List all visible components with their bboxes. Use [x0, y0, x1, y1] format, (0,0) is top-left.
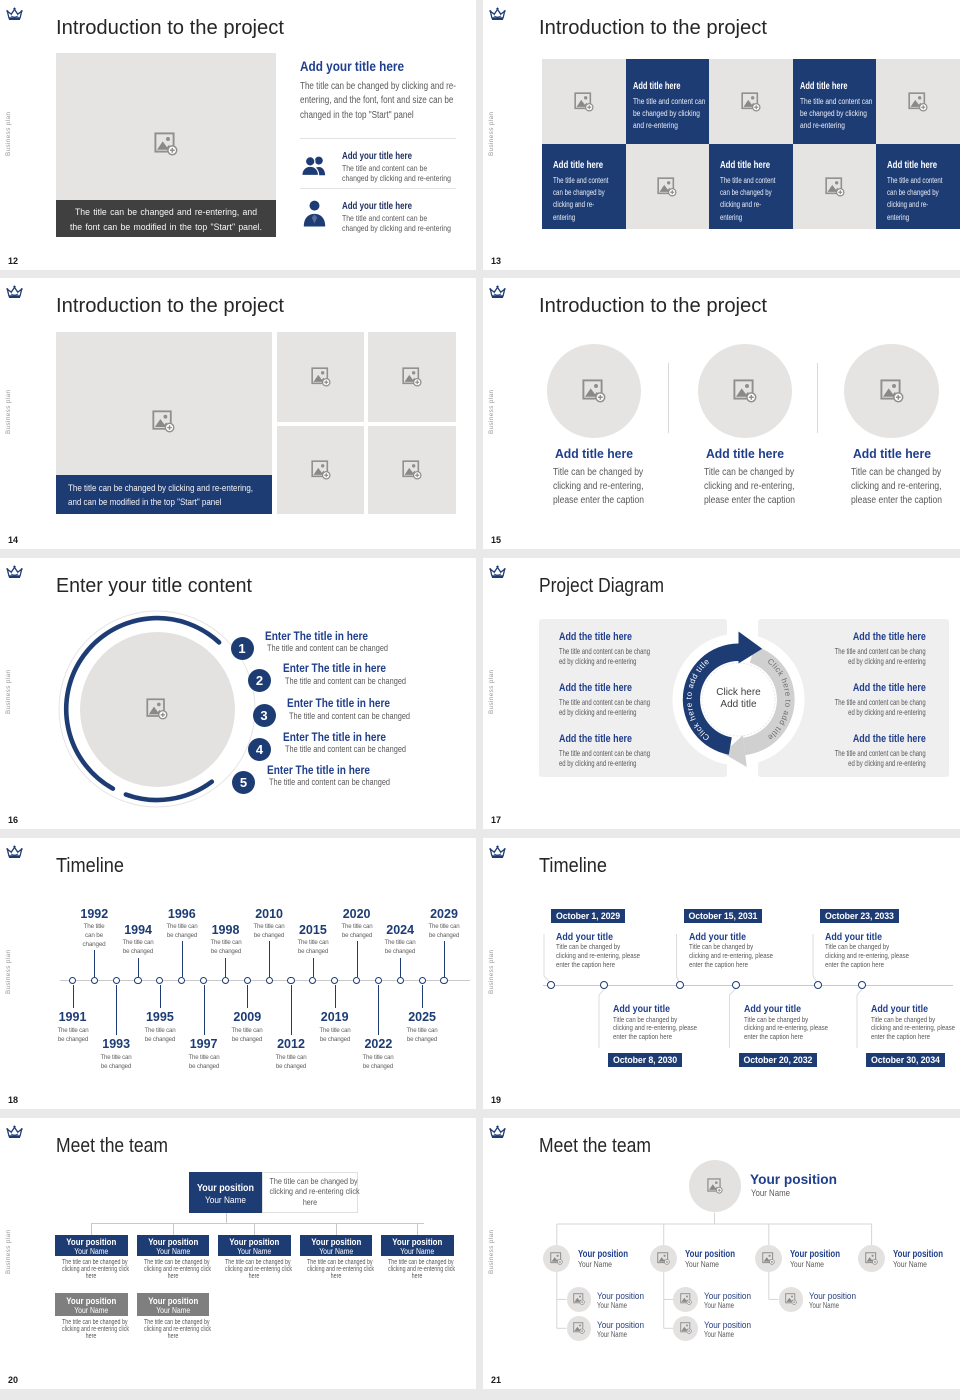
svg-text:Click here to add title: Click here to add title	[766, 657, 793, 743]
svg-text:Click here to add title: Click here to add title	[684, 657, 711, 743]
